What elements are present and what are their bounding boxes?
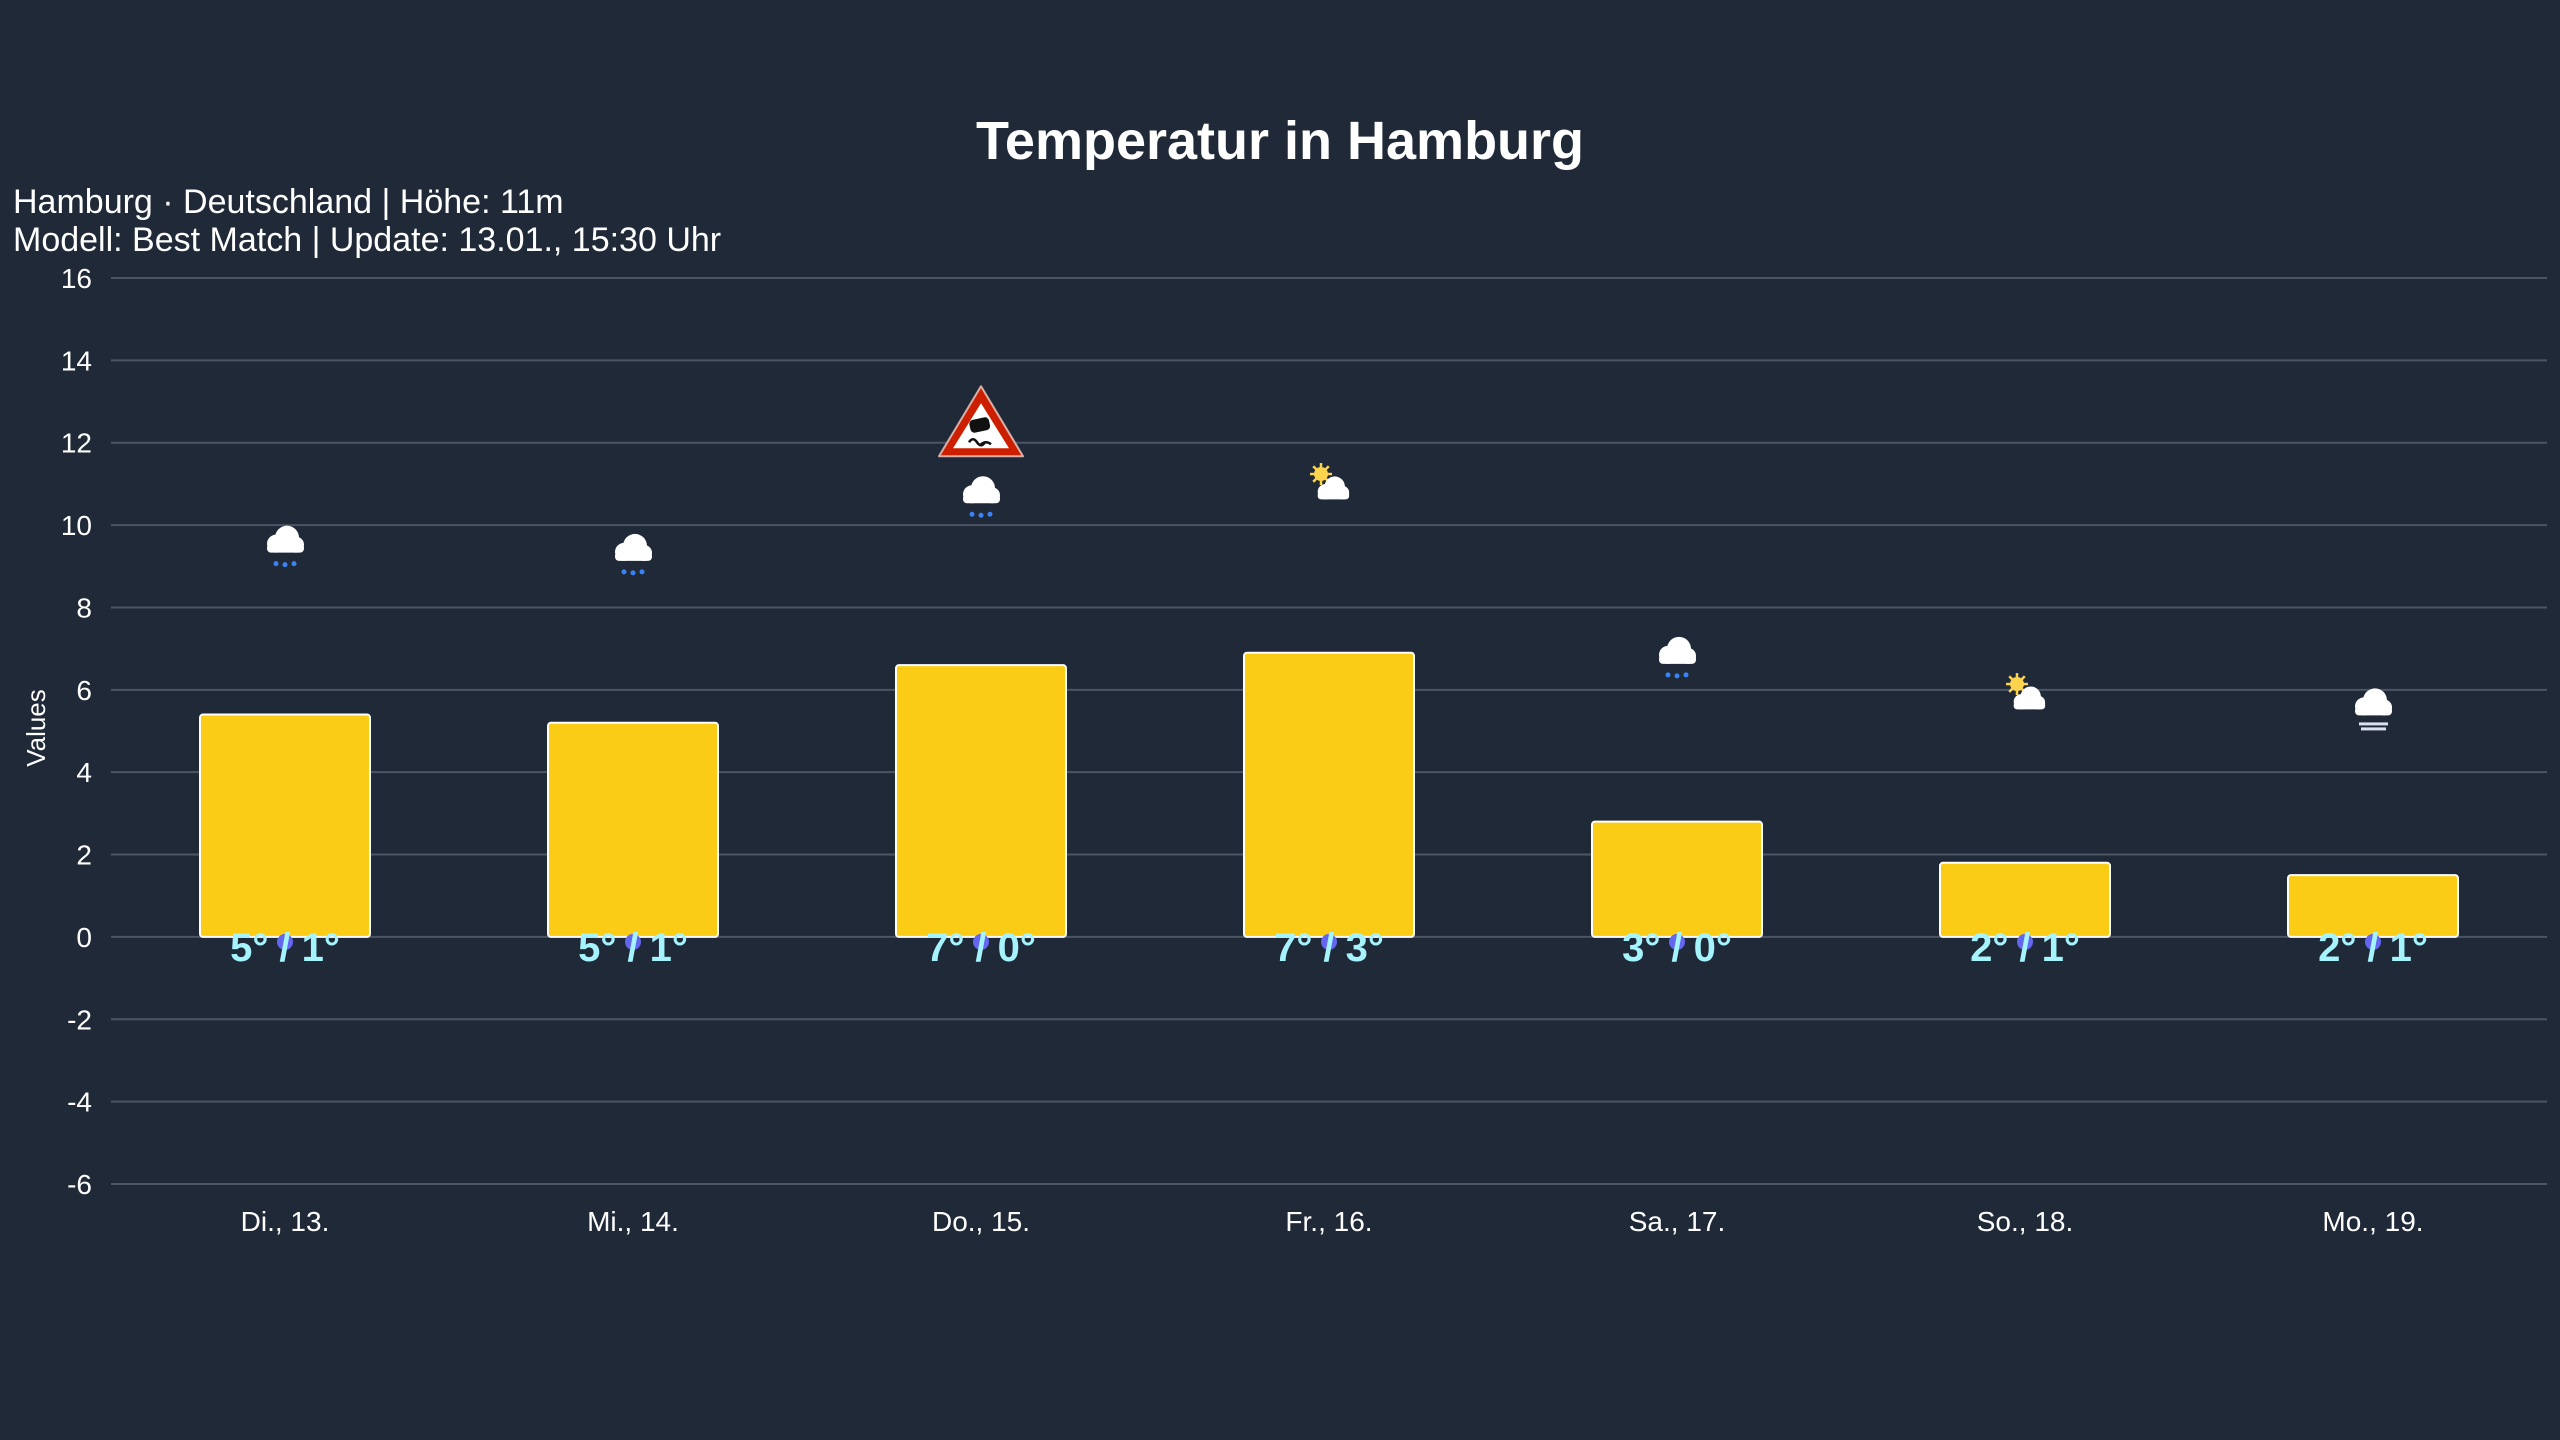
- data-label: 2° / 1°: [1970, 926, 2080, 970]
- cloud-part: [1317, 491, 1350, 500]
- x-tick-label: Di., 13.: [241, 1206, 330, 1237]
- cloud-part: [963, 494, 1000, 504]
- data-label: 5° / 1°: [230, 926, 340, 970]
- bar: [895, 664, 1067, 938]
- x-tick-label: So., 18.: [1977, 1206, 2074, 1237]
- x-tick-label: Mi., 14.: [587, 1206, 679, 1237]
- snow-cloud-icon: [1659, 636, 1696, 679]
- cloud-part: [1659, 654, 1696, 664]
- min-marker: [973, 933, 989, 950]
- sun: [2010, 677, 2024, 692]
- snowflake: [621, 569, 627, 575]
- cloud-part: [2013, 701, 2046, 710]
- min-marker: [277, 933, 293, 950]
- snowflake: [969, 511, 975, 517]
- y-tick-label: -4: [67, 1087, 92, 1118]
- fog-line: [2359, 722, 2388, 726]
- y-tick-label: 16: [61, 263, 92, 294]
- y-tick-label: -6: [67, 1169, 92, 1200]
- snow-cloud-icon: [267, 525, 304, 568]
- x-tick-label: Do., 15.: [932, 1206, 1030, 1237]
- snowflake: [630, 570, 636, 576]
- y-tick-label: 0: [76, 922, 92, 953]
- bar: [547, 721, 719, 938]
- snowflake: [291, 561, 297, 567]
- y-tick-label: 12: [61, 428, 92, 459]
- bar: [1243, 651, 1415, 938]
- skid-marks: [967, 438, 992, 447]
- slippery-road-warning-icon: [938, 385, 1024, 458]
- snowflake: [1665, 672, 1671, 678]
- y-tick-label: -2: [67, 1004, 92, 1035]
- snowflake: [282, 562, 288, 568]
- chart-subtitle-location: Hamburg · Deutschland | Höhe: 11m: [13, 183, 564, 221]
- snowflake: [639, 569, 645, 575]
- y-tick-label: 14: [61, 345, 92, 376]
- cloud-part: [615, 551, 652, 561]
- min-marker: [625, 933, 641, 950]
- snowflake: [987, 511, 993, 517]
- min-marker: [2017, 933, 2033, 950]
- data-label: 7° / 0°: [926, 926, 1036, 970]
- snow-cloud-icon: [615, 533, 652, 576]
- chart-subtitle-model: Modell: Best Match | Update: 13.01., 15:…: [13, 221, 722, 259]
- data-label: 7° / 3°: [1274, 926, 1384, 970]
- y-axis-label: Values: [21, 689, 51, 767]
- min-marker: [1321, 933, 1337, 950]
- partly-cloudy-icon: [1310, 463, 1350, 500]
- y-tick-label: 10: [61, 510, 92, 541]
- partly-cloudy-icon: [2006, 673, 2046, 710]
- sun: [1314, 467, 1328, 482]
- cloud-part: [267, 543, 304, 553]
- bar: [199, 713, 371, 938]
- x-tick-label: Mo., 19.: [2322, 1206, 2423, 1237]
- snow-cloud-icon: [963, 476, 1000, 518]
- x-tick-label: Sa., 17.: [1629, 1206, 1726, 1237]
- car: [969, 417, 991, 433]
- snowflake: [1683, 672, 1689, 678]
- data-label: 5° / 1°: [578, 926, 688, 970]
- min-marker: [1669, 933, 1685, 950]
- y-tick-label: 2: [76, 840, 92, 871]
- snowflake: [978, 512, 984, 518]
- data-label: 2° / 1°: [2318, 926, 2428, 970]
- cloud-part: [2355, 706, 2392, 716]
- data-label: 3° / 0°: [1622, 926, 1732, 970]
- y-tick-label: 8: [76, 592, 92, 623]
- bar: [1591, 820, 1763, 938]
- snowflake: [273, 561, 279, 567]
- snowflake: [1674, 673, 1680, 679]
- min-marker: [2365, 933, 2381, 950]
- y-tick-label: 4: [76, 757, 92, 788]
- fog-icon: [2355, 688, 2392, 731]
- y-tick-label: 6: [76, 675, 92, 706]
- fog-line: [2361, 727, 2386, 731]
- x-tick-label: Fr., 16.: [1285, 1206, 1372, 1237]
- chart-title: Temperatur in Hamburg: [975, 111, 1585, 171]
